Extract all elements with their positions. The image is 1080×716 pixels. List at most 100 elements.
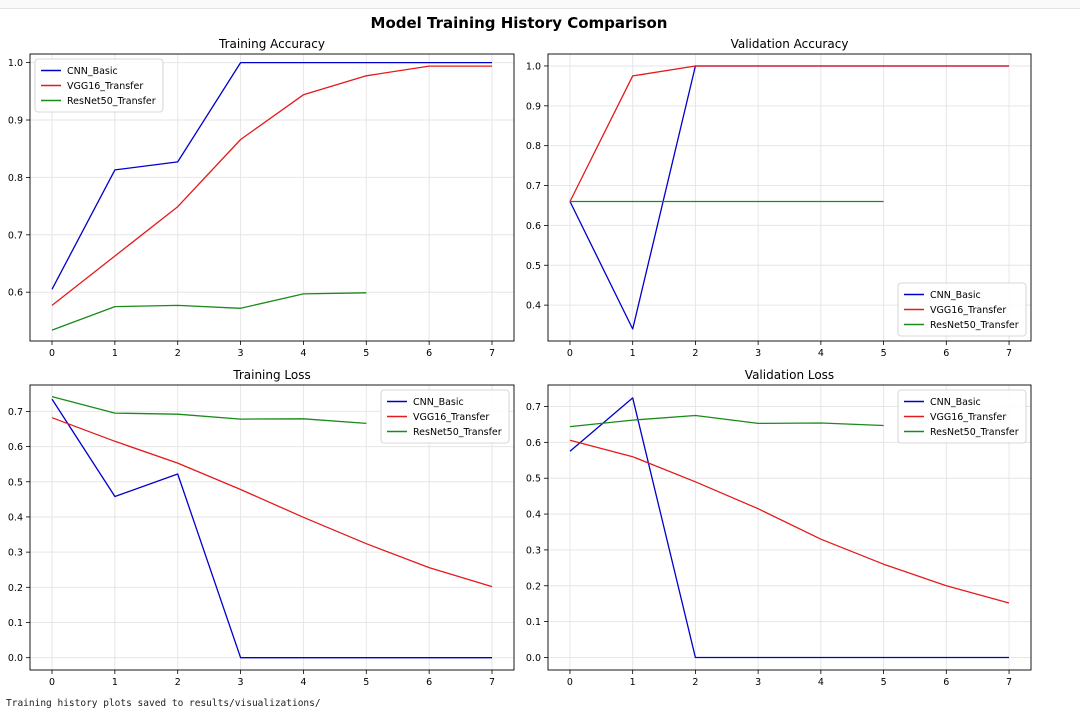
subplot-training-accuracy: Training Accuracy 0 1 2 3 4 5 6 7 0.6 0.7 0.8 0.9 1.0…	[8, 37, 515, 359]
y-tick-label: 0.3	[526, 545, 541, 556]
x-tick-label: 0	[567, 677, 573, 688]
x-tick-label: 4	[300, 677, 306, 688]
series-line-resnet50-transfer	[569, 414, 884, 428]
figure-suptitle: Model Training History Comparison	[371, 14, 668, 32]
subplot-validation-accuracy: Validation Accuracy 0 1 2 3 4 5 6 7 0.4 0.5 0.6 0.7 0…	[526, 37, 1032, 359]
y-tick-label: 0.4	[526, 510, 541, 521]
x-tick-label: 5	[881, 348, 887, 359]
subplot-title: Validation Loss	[745, 368, 834, 382]
y-tick-label: 0.0	[8, 653, 23, 664]
legend-label-vgg16-transfer: VGG16_Transfer	[413, 412, 489, 423]
y-tick-label: 0.4	[8, 512, 23, 523]
output-message: Training history plots saved to results/…	[6, 698, 321, 709]
y-tick-label: 1.0	[8, 58, 23, 69]
y-tick-label: 0.7	[8, 407, 23, 418]
x-tick-label: 7	[1006, 677, 1012, 688]
y-tick-label: 0.6	[8, 288, 23, 299]
legend-label-vgg16-transfer: VGG16_Transfer	[930, 305, 1006, 316]
subplot-title: Training Loss	[232, 368, 310, 382]
x-tick-label: 1	[630, 348, 636, 359]
x-tick-label: 2	[175, 677, 181, 688]
x-tick-label: 7	[1006, 348, 1012, 359]
x-tick-label: 5	[881, 677, 887, 688]
y-tick-label: 0.7	[526, 181, 541, 192]
x-tick-label: 6	[426, 348, 432, 359]
x-tick-label: 0	[49, 677, 55, 688]
y-tick-label: 0.6	[8, 442, 23, 453]
legend-box	[897, 282, 1027, 337]
x-tick-label: 5	[363, 348, 369, 359]
x-tick-label: 6	[426, 677, 432, 688]
axes-frame	[29, 384, 515, 671]
y-tick-label: 0.5	[526, 261, 541, 272]
x-tick-label: 2	[692, 677, 698, 688]
axes-frame	[29, 53, 515, 342]
y-tick-label: 0.4	[526, 301, 541, 312]
y-tick-label: 0.0	[526, 653, 541, 664]
y-tick-label: 0.5	[526, 474, 541, 485]
x-tick-label: 1	[112, 348, 118, 359]
legend: CNN_Basic VGG16_Transfer ResNet50_Transfer	[34, 58, 164, 113]
legend-label-resnet50-transfer: ResNet50_Transfer	[67, 96, 156, 107]
x-tick-label: 6	[943, 348, 949, 359]
series-line-vgg16-transfer	[51, 417, 493, 588]
x-tick-label: 4	[818, 348, 824, 359]
x-tick-label: 5	[363, 677, 369, 688]
legend-label-vgg16-transfer: VGG16_Transfer	[930, 412, 1006, 423]
subplot-title: Training Accuracy	[218, 37, 325, 51]
x-tick-label: 3	[755, 348, 761, 359]
y-tick-label: 0.6	[526, 221, 541, 232]
y-tick-label: 0.7	[8, 230, 23, 241]
x-tick-label: 3	[755, 677, 761, 688]
x-tick-label: 0	[49, 348, 55, 359]
y-tick-label: 0.1	[8, 618, 23, 629]
y-tick-label: 0.5	[8, 477, 23, 488]
y-tick-label: 0.7	[526, 402, 541, 413]
legend-label-cnn-basic: CNN_Basic	[413, 397, 464, 408]
top-border	[0, 0, 1080, 9]
x-tick-label: 3	[238, 348, 244, 359]
x-tick-label: 4	[300, 348, 306, 359]
y-tick-label: 0.8	[8, 173, 23, 184]
y-tick-label: 0.2	[8, 583, 23, 594]
axes-frame	[547, 384, 1032, 671]
x-tick-label: 1	[630, 677, 636, 688]
series-line-cnn-basic	[51, 61, 492, 290]
y-tick-label: 0.1	[526, 617, 541, 628]
legend-box	[34, 58, 164, 113]
x-tick-label: 7	[489, 348, 495, 359]
subplot-training-loss: Training Loss 0 1 2 3 4 5 6 7 0.0 0.1 0.2 0.3 0.4 0.5 0…	[8, 368, 515, 688]
x-tick-label: 0	[567, 348, 573, 359]
series-line-vgg16-transfer	[569, 439, 1010, 604]
y-tick-label: 0.2	[526, 581, 541, 592]
x-tick-label: 1	[112, 677, 118, 688]
y-tick-label: 0.8	[526, 141, 541, 152]
y-tick-label: 0.3	[8, 548, 23, 559]
legend: CNN_Basic VGG16_Transfer ResNet50_Transfer	[897, 282, 1027, 337]
legend-box	[380, 389, 510, 444]
legend: CNN_Basic VGG16_Transfer ResNet50_Transfer	[380, 389, 510, 444]
legend-box	[897, 389, 1027, 444]
legend-label-vgg16-transfer: VGG16_Transfer	[67, 81, 143, 92]
legend-label-resnet50-transfer: ResNet50_Transfer	[930, 320, 1019, 331]
legend-label-resnet50-transfer: ResNet50_Transfer	[930, 427, 1019, 438]
series-line-resnet50-transfer	[51, 292, 367, 331]
y-tick-label: 1.0	[526, 61, 541, 72]
series-line-vgg16-transfer	[569, 65, 1009, 202]
legend-label-cnn-basic: CNN_Basic	[930, 397, 981, 408]
x-tick-label: 4	[818, 677, 824, 688]
series-line-cnn-basic	[569, 397, 1009, 659]
axes-frame	[547, 53, 1032, 342]
figure: Model Training History Comparison Traini…	[8, 14, 1032, 688]
legend: CNN_Basic VGG16_Transfer ResNet50_Transfer	[897, 389, 1027, 444]
x-tick-label: 2	[175, 348, 181, 359]
series-line-cnn-basic	[51, 398, 492, 659]
y-tick-label: 0.9	[8, 116, 23, 127]
legend-label-cnn-basic: CNN_Basic	[930, 290, 981, 301]
subplot-validation-loss: Validation Loss 0 1 2 3 4 5 6 7 0.0 0.1 0.2 0.3 0.4 0.…	[526, 368, 1032, 688]
x-tick-label: 6	[943, 677, 949, 688]
legend-label-resnet50-transfer: ResNet50_Transfer	[413, 427, 502, 438]
series-line-resnet50-transfer	[51, 395, 367, 425]
series-line-vgg16-transfer	[51, 65, 492, 306]
x-tick-label: 2	[692, 348, 698, 359]
